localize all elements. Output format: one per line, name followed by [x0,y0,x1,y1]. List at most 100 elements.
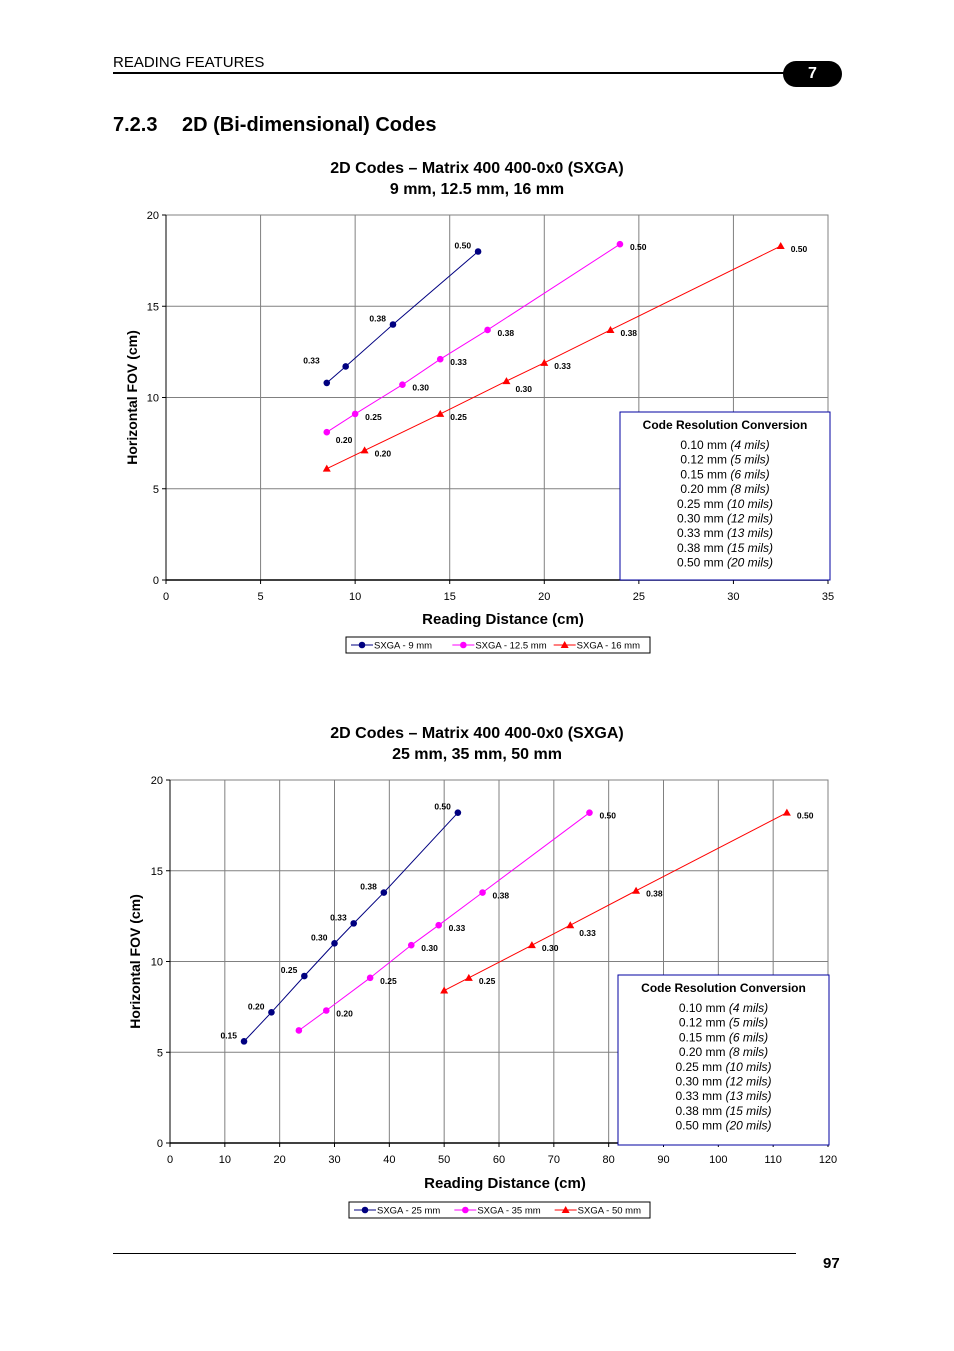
running-header: READING FEATURES [113,54,265,71]
y-tick-label: 20 [147,210,159,222]
data-point [782,808,791,816]
conversion-mils: (13 mils) [726,1089,772,1103]
conversion-row: 0.20 mm (8 mils) [680,482,769,496]
x-tick-label: 20 [538,591,550,603]
y-axis-label: Horizontal FOV (cm) [124,330,140,465]
conversion-mm: 0.33 mm [677,526,727,540]
data-label: 0.25 [380,976,397,986]
data-point [540,358,549,366]
conversion-mils: (13 mils) [727,526,773,540]
data-label: 0.38 [360,882,377,892]
legend-label: SXGA - 50 mm [578,1206,641,1217]
legend-label: SXGA - 35 mm [477,1206,540,1217]
legend-marker [561,1206,570,1213]
conversion-mm: 0.25 mm [675,1060,725,1074]
legend-marker [358,641,366,649]
legend-label: SXGA - 25 mm [377,1206,440,1217]
data-label: 0.50 [434,802,451,812]
conversion-box-title: Code Resolution Conversion [643,418,808,432]
x-tick-label: 5 [258,591,264,603]
data-point [440,986,449,994]
y-tick-label: 10 [151,957,163,969]
data-label: 0.25 [479,976,496,986]
header-rule [113,72,793,74]
conversion-mm: 0.15 mm [680,467,730,481]
data-label: 0.25 [450,412,467,422]
data-point [322,464,331,472]
chart-subtitle: 9 mm, 12.5 mm, 16 mm [390,181,564,198]
data-point [351,410,359,418]
data-label: 0.25 [365,412,382,422]
y-tick-label: 10 [147,393,159,405]
data-point [342,363,349,370]
data-point [295,1027,303,1034]
data-point [323,379,331,387]
data-point [322,1007,330,1014]
conversion-mm: 0.50 mm [675,1119,725,1133]
x-tick-label: 110 [764,1154,782,1166]
chart-2: 2D Codes – Matrix 400 400-0x0 (SXGA) 25 m… [0,715,954,1225]
x-tick-label: 20 [274,1154,286,1166]
legend-marker [560,641,569,648]
conversion-mm: 0.30 mm [675,1075,725,1089]
conversion-mils: (10 mils) [727,497,773,511]
conversion-row: 0.33 mm (13 mils) [677,526,773,540]
data-point [436,409,445,417]
data-point [436,355,444,363]
y-tick-label: 20 [151,775,163,787]
y-tick-label: 5 [157,1047,163,1059]
conversion-mm: 0.12 mm [679,1016,729,1030]
data-point [484,326,491,334]
conversion-mm: 0.25 mm [677,497,727,511]
x-tick-label: 0 [163,591,169,603]
data-label: 0.30 [542,943,559,953]
conversion-row: 0.38 mm (15 mils) [677,541,773,555]
conversion-row: 0.25 mm (10 mils) [677,497,773,511]
conversion-mm: 0.20 mm [679,1045,729,1059]
conversion-row: 0.15 mm (6 mils) [680,467,769,481]
data-point [360,446,369,454]
chart-title: 2D Codes – Matrix 400 400-0x0 (SXGA) [330,725,623,742]
section-heading: 7.2.3 2D (Bi-dimensional) Codes [113,114,436,137]
data-label: 0.33 [303,355,320,365]
x-axis-label: Reading Distance (cm) [424,1175,586,1192]
conversion-row: 0.10 mm (4 mils) [679,1001,768,1015]
data-point [502,377,511,385]
conversion-mm: 0.30 mm [677,512,727,526]
series-line-1 [326,251,479,384]
data-label: 0.50 [455,241,472,251]
x-tick-label: 0 [167,1154,173,1166]
data-label: 0.38 [369,314,386,324]
data-point [407,941,415,949]
footer-rule [113,1253,796,1254]
data-label: 0.33 [554,361,571,371]
series-line-2 [326,243,621,433]
data-label: 0.20 [336,1009,353,1019]
data-label: 0.50 [791,244,808,254]
data-point [399,381,406,389]
data-point [435,921,442,929]
conversion-row: 0.25 mm (10 mils) [675,1060,771,1074]
data-point [454,809,462,816]
data-label: 0.33 [579,928,596,938]
conversion-mils: (6 mils) [730,467,769,481]
conversion-box-title: Code Resolution Conversion [641,981,806,995]
x-tick-label: 120 [819,1154,837,1166]
conversion-row: 0.20 mm (8 mils) [679,1045,768,1059]
x-tick-label: 30 [727,591,739,603]
data-label: 0.33 [330,912,347,922]
conversion-mils: (20 mils) [727,556,773,570]
data-point [323,428,331,436]
conversion-mils: (8 mils) [730,482,769,496]
data-point [566,921,575,929]
data-label: 0.38 [493,891,510,901]
data-point [606,325,615,333]
legend-label: SXGA - 9 mm [374,641,432,652]
data-label: 0.30 [412,383,429,393]
data-label: 0.50 [797,811,814,821]
conversion-mils: (12 mils) [727,512,773,526]
data-point [527,941,536,949]
conversion-row: 0.38 mm (15 mils) [675,1104,771,1118]
x-tick-label: 35 [822,591,834,603]
data-label: 0.30 [421,943,438,953]
